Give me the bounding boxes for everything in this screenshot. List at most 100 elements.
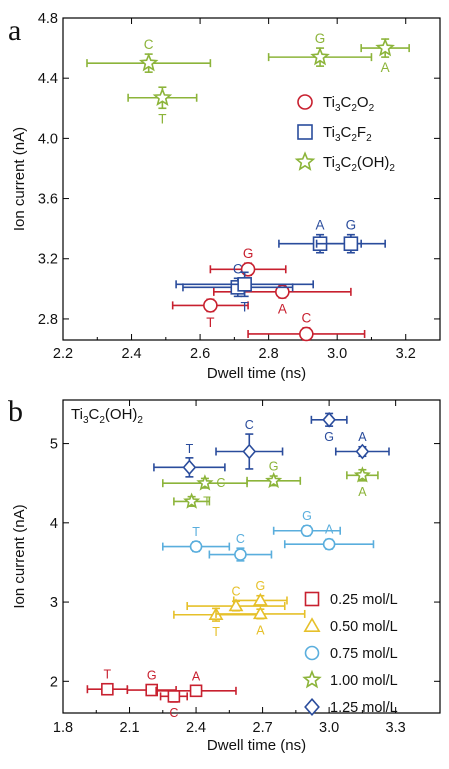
point-label: T bbox=[104, 668, 112, 682]
point-label: A bbox=[381, 60, 390, 75]
y-tick-label: 3 bbox=[50, 595, 58, 611]
point-label: C bbox=[169, 706, 178, 720]
point-label: A bbox=[316, 218, 325, 233]
plot-frame bbox=[62, 17, 441, 341]
data-point bbox=[182, 459, 197, 476]
data-point bbox=[300, 524, 314, 538]
point-label: T bbox=[158, 111, 166, 126]
x-tick-label: 2.2 bbox=[53, 346, 73, 362]
point-label: A bbox=[256, 623, 265, 637]
plot-frame bbox=[62, 399, 441, 714]
legend-marker bbox=[302, 669, 322, 689]
data-point bbox=[375, 37, 395, 57]
point-label: G bbox=[256, 579, 266, 593]
data-point bbox=[152, 87, 173, 107]
data-point bbox=[240, 261, 256, 277]
x-tick-label: 1.8 bbox=[53, 720, 73, 736]
series-0.25 mol/L: T G C A bbox=[86, 668, 237, 720]
panel-letter: a bbox=[8, 14, 21, 47]
point-label: G bbox=[147, 669, 157, 683]
series-star: C T G A bbox=[86, 31, 410, 126]
data-point bbox=[322, 411, 336, 428]
panel-b: b 1.8 2.1 2.4 2.7 3.0 3.3 2 3 4 5 Dwell time (ns) Io… bbox=[8, 395, 441, 754]
panel-letter: b bbox=[8, 395, 23, 428]
legend-marker bbox=[297, 94, 313, 110]
x-axis-label: Dwell time (ns) bbox=[207, 365, 306, 382]
y-tick-label: 3.6 bbox=[38, 192, 58, 208]
point-label: A bbox=[325, 523, 334, 537]
data-point bbox=[167, 690, 181, 703]
point-label: C bbox=[236, 532, 245, 546]
y-tick-label: 4.8 bbox=[38, 11, 58, 27]
legend-marker bbox=[294, 151, 316, 171]
data-point bbox=[183, 492, 201, 509]
data-point bbox=[237, 277, 252, 292]
point-label: G bbox=[315, 31, 326, 46]
data-point bbox=[252, 606, 268, 620]
point-label: G bbox=[324, 430, 334, 444]
series-0.50 mol/L: T C G A bbox=[173, 579, 306, 639]
data-point bbox=[299, 326, 314, 342]
data-point bbox=[310, 46, 330, 66]
plot-title: Ti3C2(OH)2 bbox=[71, 406, 143, 426]
point-label: A bbox=[192, 669, 201, 683]
point-label: T bbox=[206, 315, 214, 330]
point-label: A bbox=[358, 430, 367, 444]
point-label: T bbox=[241, 299, 249, 314]
y-axis-label: Ion current (nA) bbox=[11, 504, 28, 608]
data-point bbox=[234, 548, 247, 561]
legend-label: Ti3C2F2 bbox=[323, 124, 372, 144]
data-point bbox=[353, 466, 371, 483]
point-label: C bbox=[144, 37, 154, 52]
point-label: T bbox=[203, 494, 211, 508]
y-tick-label: 4.0 bbox=[38, 131, 58, 147]
legend-marker bbox=[304, 645, 320, 661]
legend-label: 0.75 mol/L bbox=[330, 646, 398, 662]
point-label: A bbox=[278, 301, 287, 316]
legend: 0.25 mol/L 0.50 mol/L 0.75 mol/L 1.00 mol/L… bbox=[302, 591, 398, 717]
x-tick-label: 3.2 bbox=[396, 346, 416, 362]
data-point bbox=[189, 540, 203, 553]
x-tick-label: 2.4 bbox=[186, 720, 206, 736]
point-label: T bbox=[192, 525, 200, 539]
series-square: C T A G bbox=[175, 218, 386, 314]
x-tick-label: 3.0 bbox=[327, 346, 347, 362]
point-label: G bbox=[243, 246, 254, 261]
legend-label: 1.00 mol/L bbox=[330, 673, 398, 689]
x-tick-label: 2.1 bbox=[119, 720, 139, 736]
data-point bbox=[343, 236, 359, 252]
legend: Ti3C2O2 Ti3C2F2 Ti3C2(OH)2 bbox=[294, 94, 395, 174]
point-label: C bbox=[216, 476, 225, 490]
legend-marker bbox=[297, 124, 313, 140]
x-tick-label: 2.6 bbox=[190, 346, 210, 362]
legend-marker bbox=[304, 591, 320, 607]
point-label: G bbox=[269, 459, 279, 473]
y-axis-label: Ion current (nA) bbox=[11, 127, 28, 231]
point-label: G bbox=[302, 509, 312, 523]
panel-a: a 2.2 2.4 2.6 2.8 3.0 3.2 2.8 3.2 3.6 4.0 4.4 4.8 Dwe… bbox=[8, 11, 441, 382]
legend-label: 1.25 mol/L bbox=[330, 700, 398, 716]
y-tick-label: 5 bbox=[50, 437, 58, 453]
point-label: C bbox=[233, 261, 243, 276]
y-tick-label: 2 bbox=[50, 674, 58, 690]
series-1.25 mol/L: T C G A bbox=[153, 411, 390, 478]
point-label: C bbox=[231, 585, 240, 599]
data-point bbox=[138, 52, 159, 72]
point-label: C bbox=[245, 418, 254, 432]
data-point bbox=[252, 592, 268, 606]
legend-marker bbox=[304, 697, 320, 717]
point-label: T bbox=[186, 442, 194, 456]
point-label: C bbox=[301, 310, 311, 325]
data-point bbox=[265, 471, 283, 489]
data-point bbox=[275, 284, 290, 300]
x-tick-label: 2.8 bbox=[259, 346, 279, 362]
data-point bbox=[101, 682, 114, 696]
data-point bbox=[203, 298, 218, 313]
x-tick-label: 3.0 bbox=[319, 720, 339, 736]
legend-label: 0.50 mol/L bbox=[330, 619, 398, 635]
series-1.00 mol/L: CT G A bbox=[161, 459, 379, 509]
legend-label: 0.25 mol/L bbox=[330, 592, 398, 608]
data-point bbox=[228, 598, 244, 612]
y-tick-label: 2.8 bbox=[38, 312, 58, 328]
